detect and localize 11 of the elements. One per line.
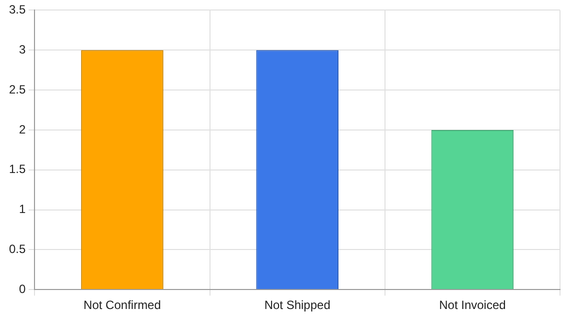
y-tick-label: 1: [18, 202, 26, 216]
y-tick-label: 0.5: [8, 242, 26, 256]
x-tick-label: Not Shipped: [264, 298, 330, 312]
y-tick-label: 3.5: [8, 2, 26, 17]
y-tick-label: 3: [18, 42, 26, 56]
y-tick-label: 0: [18, 282, 26, 296]
y-tick-label: 2: [18, 122, 26, 136]
x-tick-label: Not Invoiced: [439, 298, 506, 312]
y-tick-label: 1.5: [8, 162, 26, 176]
y-tick-label: 2.5: [8, 82, 26, 96]
x-tick-label: Not Confirmed: [84, 298, 161, 312]
